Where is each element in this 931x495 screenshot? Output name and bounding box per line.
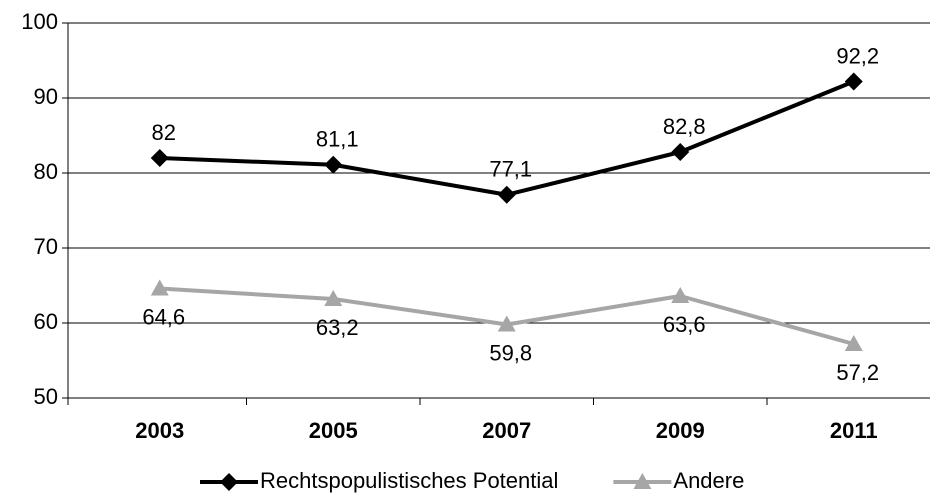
legend-marker bbox=[633, 473, 652, 489]
y-tick-label: 60 bbox=[34, 309, 58, 334]
data-label: 77,1 bbox=[489, 157, 532, 182]
data-point bbox=[150, 279, 169, 296]
data-label: 82,8 bbox=[663, 114, 706, 139]
data-label: 63,6 bbox=[663, 312, 706, 337]
x-tick-label: 2003 bbox=[135, 418, 184, 443]
x-tick-label: 2011 bbox=[830, 418, 878, 443]
data-label: 92,2 bbox=[836, 43, 879, 68]
data-point bbox=[497, 315, 516, 332]
legend-label: Rechtspopulistisches Potential bbox=[260, 468, 558, 493]
x-tick-label: 2009 bbox=[656, 418, 705, 443]
data-label: 57,2 bbox=[836, 360, 879, 385]
y-tick-label: 50 bbox=[34, 384, 58, 409]
data-point bbox=[150, 149, 169, 167]
data-point bbox=[324, 155, 343, 174]
x-tick-label: 2005 bbox=[309, 418, 358, 443]
y-tick-label: 80 bbox=[34, 159, 58, 184]
data-label: 64,6 bbox=[142, 304, 185, 329]
data-point bbox=[844, 72, 863, 91]
data-point bbox=[844, 335, 863, 351]
y-tick-label: 100 bbox=[21, 9, 58, 34]
data-label: 59,8 bbox=[489, 340, 532, 365]
data-label: 82 bbox=[152, 120, 176, 145]
y-tick-label: 90 bbox=[34, 84, 58, 109]
legend-marker bbox=[220, 473, 238, 491]
x-tick-label: 2007 bbox=[482, 418, 531, 443]
legend-label: Andere bbox=[673, 468, 744, 493]
data-label: 63,2 bbox=[316, 315, 359, 340]
y-tick-label: 70 bbox=[34, 234, 58, 259]
data-point bbox=[671, 143, 690, 161]
data-point bbox=[324, 290, 343, 306]
data-point bbox=[671, 287, 690, 303]
data-point bbox=[497, 185, 516, 204]
data-label: 81,1 bbox=[316, 127, 359, 152]
